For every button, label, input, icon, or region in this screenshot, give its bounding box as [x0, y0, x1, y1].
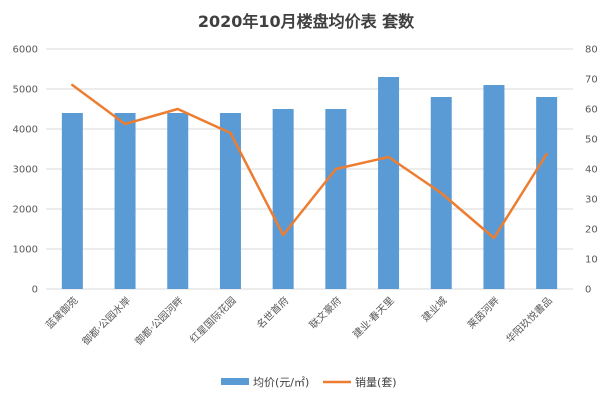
- sales-line: [71, 83, 548, 240]
- legend-swatch-bar: [221, 378, 249, 385]
- bar: [483, 85, 505, 289]
- bar: [61, 113, 83, 289]
- bar-series: [61, 77, 558, 289]
- y-axis-left: 0 1000 2000 3000 4000 5000 6000: [13, 45, 38, 296]
- category-label: 建业城: [419, 294, 449, 324]
- y-right-tick-label: 70: [585, 75, 598, 86]
- bar: [272, 109, 294, 289]
- y-right-tick-label: 80: [585, 45, 598, 56]
- y-right-tick-label: 10: [585, 255, 598, 266]
- bar: [378, 77, 400, 289]
- category-label: 莱茵河畔: [465, 294, 502, 331]
- y-axis-right: 0 10 20 30 40 50 60 70 80: [585, 45, 598, 296]
- y-right-tick-label: 30: [585, 195, 598, 206]
- y-left-tick-label: 1000: [13, 245, 38, 256]
- category-label: 联文豪府: [306, 294, 343, 331]
- category-label: 建业·春天里: [350, 294, 397, 341]
- bar: [536, 97, 558, 289]
- category-label: 御都·公园水岸: [79, 294, 133, 348]
- y-right-tick-label: 40: [585, 165, 598, 176]
- bar: [167, 113, 189, 289]
- chart-title: 2020年10月楼盘均价表 套数: [198, 12, 415, 31]
- bar: [325, 109, 347, 289]
- y-left-tick-label: 2000: [13, 205, 38, 216]
- y-right-tick-label: 0: [585, 285, 591, 296]
- y-right-tick-label: 60: [585, 105, 598, 116]
- category-label: 名世首府: [254, 294, 291, 331]
- x-axis-categories: 蓝黛御苑 御都·公园水岸 御都·公园河畔 红星国际花园 名世首府 联文豪府 建业·春天里 建业…: [43, 294, 555, 348]
- y-left-tick-label: 0: [32, 285, 38, 296]
- category-label: 御都·公园河畔: [132, 294, 186, 348]
- bar: [219, 113, 241, 289]
- category-label: 蓝黛御苑: [43, 294, 80, 331]
- y-right-tick-label: 50: [585, 135, 598, 146]
- y-right-tick-label: 20: [585, 225, 598, 236]
- legend-label-line: 销量(套): [355, 375, 397, 389]
- category-label: 红星国际花园: [187, 294, 239, 346]
- bar: [114, 113, 136, 289]
- y-left-tick-label: 4000: [13, 125, 38, 136]
- y-left-tick-label: 6000: [13, 45, 38, 56]
- legend-label-bar: 均价(元/㎡): [253, 376, 309, 389]
- line-series: [71, 83, 548, 240]
- category-label: 华阳玖悦書品: [503, 294, 555, 346]
- legend: 均价(元/㎡) 销量(套): [221, 375, 397, 389]
- y-left-tick-label: 3000: [13, 165, 38, 176]
- y-left-tick-label: 5000: [13, 85, 38, 96]
